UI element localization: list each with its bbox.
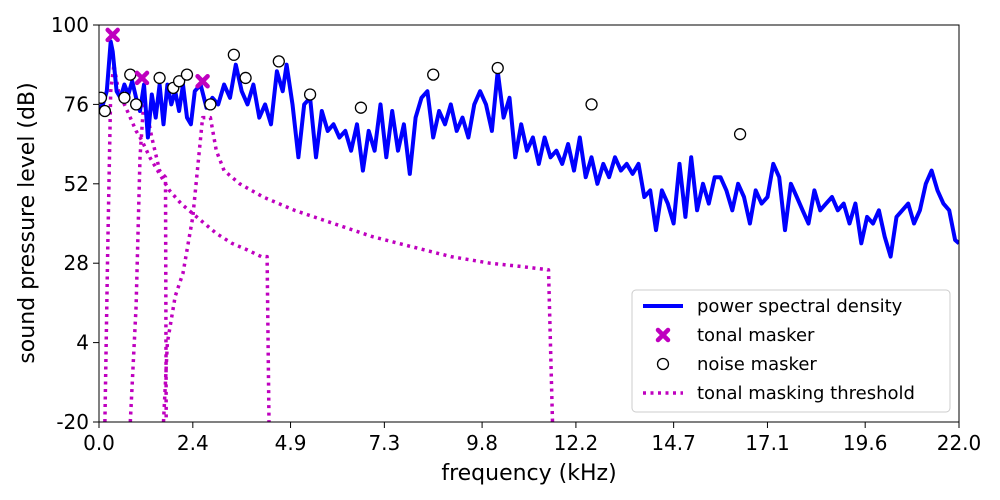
noise-masker-point bbox=[99, 104, 112, 118]
threshold-line-2 bbox=[128, 96, 168, 422]
legend-label: noise masker bbox=[697, 354, 817, 375]
noise-masker-point bbox=[733, 128, 747, 141]
legend-label: power spectral density bbox=[697, 296, 903, 317]
y-tick-label: 28 bbox=[64, 251, 89, 275]
plot-area bbox=[99, 27, 959, 422]
noise-masker-point bbox=[204, 98, 217, 111]
noise-masker-point bbox=[303, 88, 317, 101]
noise-masker-point bbox=[180, 68, 194, 81]
y-tick-label: 4 bbox=[76, 331, 89, 355]
x-tick-label: 14.7 bbox=[651, 431, 696, 455]
tonal-masker-point bbox=[195, 73, 210, 89]
noise-masker-point bbox=[153, 71, 166, 85]
x-tick-label: 7.3 bbox=[368, 431, 400, 455]
legend-label: tonal masking threshold bbox=[697, 383, 915, 404]
y-tick-label: 76 bbox=[64, 92, 89, 116]
noise-masker-point bbox=[172, 75, 186, 88]
noise-masker-point bbox=[118, 91, 131, 104]
noise-masker-point bbox=[585, 98, 598, 111]
x-tick-label: 4.9 bbox=[275, 431, 307, 455]
plot-frame bbox=[98, 24, 960, 423]
x-tick-label: 9.8 bbox=[466, 431, 498, 455]
noise-masker-point bbox=[99, 91, 108, 104]
x-tick-label: 22.0 bbox=[937, 431, 982, 455]
threshold-line-3 bbox=[161, 115, 555, 422]
noise-masker-point bbox=[227, 48, 241, 61]
legend: power spectral density tonal masker noise … bbox=[631, 289, 951, 413]
legend-tonal-swatch bbox=[655, 327, 671, 343]
tonal-masker-point bbox=[134, 70, 150, 86]
x-tick-label: 2.4 bbox=[177, 431, 209, 455]
x-axis-label: frequency (kHz) bbox=[441, 461, 616, 486]
noise-masker-point bbox=[129, 98, 143, 111]
noise-masker-point bbox=[239, 71, 252, 85]
noise-masker-point bbox=[427, 68, 440, 81]
legend-box bbox=[631, 289, 951, 413]
x-tick-label: 17.1 bbox=[745, 431, 790, 455]
y-tick-label: -20 bbox=[56, 410, 89, 434]
noise-masker-point bbox=[124, 68, 137, 81]
legend-noise-swatch bbox=[656, 357, 670, 371]
y-tick-label: 52 bbox=[64, 172, 89, 196]
y-axis-label: sound pressure level (dB) bbox=[15, 82, 40, 363]
y-axis: -20 4 28 52 76 100 bbox=[51, 13, 99, 434]
x-tick-label: 0.0 bbox=[83, 431, 115, 455]
noise-masker-point bbox=[354, 101, 368, 114]
y-tick-label: 100 bbox=[51, 13, 89, 37]
noise-masker-point bbox=[491, 61, 504, 75]
x-axis: 0.0 2.4 4.9 7.3 9.8 12.2 14.7 17.1 19.6 22.0 bbox=[83, 422, 981, 455]
noise-masker-point bbox=[272, 55, 285, 68]
x-tick-label: 19.6 bbox=[843, 431, 888, 455]
legend-label: tonal masker bbox=[697, 325, 815, 346]
tonal-masker-point bbox=[105, 27, 120, 43]
x-tick-label: 12.2 bbox=[554, 431, 599, 455]
